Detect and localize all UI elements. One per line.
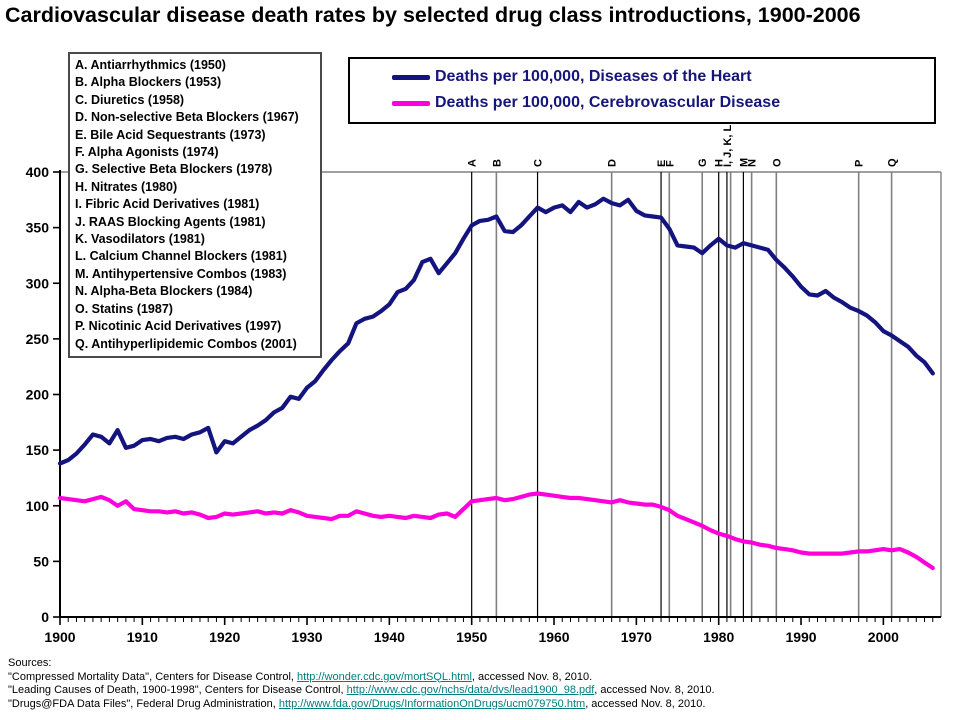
drug-class-item: Q. Antihyperlipidemic Combos (2001) [75,336,297,351]
y-tick-label: 0 [41,609,49,625]
source-line: "Leading Causes of Death, 1900-1998", Ce… [8,684,952,698]
drug-class-item: B. Alpha Blockers (1953) [75,75,222,90]
source-link[interactable]: http://wonder.cdc.gov/mortSQL.html [297,670,472,683]
source-text: "Compressed Mortality Data", Centers for… [8,670,298,683]
drug-class-item: A. Antiarrhythmics (1950) [75,58,226,72]
y-tick-label: 100 [26,498,50,514]
source-text: , accessed Nov. 8, 2010. [594,684,715,697]
source-line: "Drugs@FDA Data Files", Federal Drug Adm… [8,698,952,712]
drug-class-item: M. Antihypertensive Combos (1983) [75,266,287,281]
y-tick-label: 350 [26,220,50,236]
drug-class-item: I. Fibric Acid Derivatives (1981) [75,197,260,212]
sources-block: Sources: "Compressed Mortality Data", Ce… [8,657,952,711]
source-text: , accessed Nov. 8, 2010. [585,697,706,710]
drug-intro-letter: H [714,159,726,167]
legend-row: Deaths per 100,000, Diseases of the Hear… [392,64,934,90]
x-tick-label: 1970 [621,629,652,645]
y-tick-label: 200 [26,387,50,403]
x-tick-label: 1930 [291,629,322,645]
drug-class-item: F. Alpha Agonists (1974) [75,145,219,160]
drug-class-item: J. RAAS Blocking Agents (1981) [75,214,266,229]
drug-class-item: N. Alpha-Beta Blockers (1984) [75,284,253,299]
drug-intro-letter: A [467,159,479,167]
legend-line-swatch [392,74,430,80]
y-tick-label: 400 [26,164,50,180]
x-tick-label: 1920 [209,629,240,645]
sources-heading: Sources: [8,657,52,669]
source-text: "Leading Causes of Death, 1900-1998", Ce… [8,684,347,697]
drug-intro-letter: F [664,160,676,167]
y-tick-label: 50 [33,553,49,569]
drug-intro-letter: G [697,158,709,167]
drug-class-item: P. Nicotinic Acid Derivatives (1997) [75,319,282,334]
x-tick-label: 1990 [785,629,816,645]
series-line [57,491,935,571]
legend-label: Deaths per 100,000, Cerebrovascular Dise… [435,94,781,111]
source-text: "Drugs@FDA Data Files", Federal Drug Adm… [8,697,279,710]
drug-class-item: D. Non-selective Beta Blockers (1967) [75,110,299,125]
drug-intro-letter: O [771,158,783,167]
drug-class-item: C. Diuretics (1958) [75,92,185,107]
x-tick-label: 1910 [127,629,158,645]
drug-class-item: K. Vasodilators (1981) [75,232,205,247]
drug-class-item: G. Selective Beta Blockers (1978) [75,162,273,177]
drug-class-legend: A. Antiarrhythmics (1950) B. Alpha Blocke… [68,52,322,358]
x-tick-label: 2000 [868,629,899,645]
drug-intro-letter: D [607,159,619,167]
source-link[interactable]: http://www.fda.gov/Drugs/InformationOnDr… [278,697,586,710]
source-line: "Compressed Mortality Data", Centers for… [8,671,952,685]
series-legend: Deaths per 100,000, Diseases of the Hear… [348,57,936,124]
legend-line-swatch [392,100,430,106]
source-text: , accessed Nov. 8, 2010. [471,670,593,683]
y-tick-label: 300 [26,275,50,291]
page-title: Cardiovascular disease death rates by se… [5,3,861,27]
drug-intro-letter: P [854,160,866,167]
drug-intro-letter: B [491,159,503,167]
drug-class-item: O. Statins (1987) [75,301,173,316]
source-link[interactable]: http://www.cdc.gov/nchs/data/dvs/lead190… [346,684,595,697]
legend-row: Deaths per 100,000, Cerebrovascular Dise… [392,90,934,116]
x-tick-label: 1900 [44,629,75,645]
drug-intro-letter: N [747,159,759,167]
drug-intro-letter: I, J, K, L [722,125,734,167]
series-line [57,196,935,466]
x-tick-label: 1950 [456,629,487,645]
drug-intro-letter: C [533,159,545,167]
x-tick-label: 1940 [374,629,405,645]
drug-intro-letter: Q [887,158,899,167]
drug-intro-letter: M [738,158,750,167]
drug-class-item: H. Nitrates (1980) [75,179,178,194]
drug-class-item: L. Calcium Channel Blockers (1981) [75,249,287,264]
drug-class-item: E. Bile Acid Sequestrants (1973) [75,127,266,142]
y-tick-label: 250 [26,331,50,347]
drug-intro-letter: E [656,160,668,167]
x-tick-label: 1980 [703,629,734,645]
x-tick-label: 1960 [538,629,569,645]
y-tick-label: 150 [26,442,50,458]
legend-label: Deaths per 100,000, Diseases of the Hear… [435,68,752,85]
